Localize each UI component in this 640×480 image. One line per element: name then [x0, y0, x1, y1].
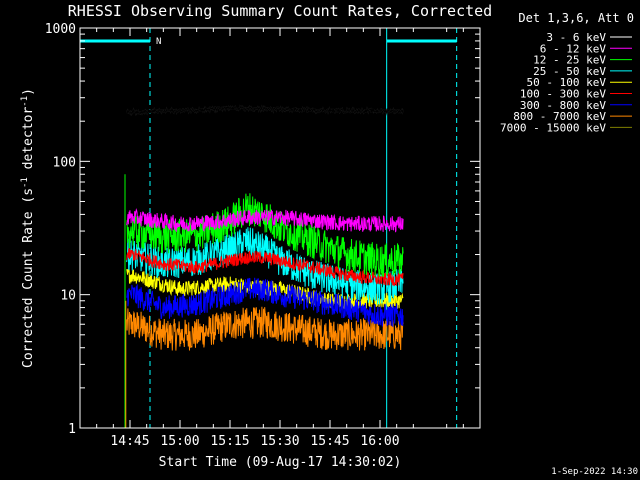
legend-header: Det 1,3,6, Att 0: [518, 11, 634, 25]
x-tick-label: 15:15: [210, 434, 249, 449]
x-tick-label: 15:30: [260, 434, 299, 449]
y-tick-label: 1: [68, 422, 76, 437]
night-marker: N: [156, 37, 161, 47]
date-stamp: 1-Sep-2022 14:30: [551, 467, 638, 477]
legend-entry-label: 7000 - 15000 keV: [500, 121, 606, 134]
chart-title: RHESSI Observing Summary Count Rates, Co…: [68, 2, 492, 20]
y-tick-label: 100: [53, 155, 76, 170]
x-tick-label: 15:00: [160, 434, 199, 449]
x-tick-label: 14:45: [110, 434, 149, 449]
x-tick-label: 15:45: [310, 434, 349, 449]
x-axis-label: Start Time (09-Aug-17 14:30:02): [159, 455, 402, 470]
y-axis-label: Corrected Count Rate (s-1 detector-1): [20, 88, 36, 368]
x-tick-label: 16:00: [360, 434, 399, 449]
y-tick-label: 1000: [45, 22, 76, 37]
y-tick-label: 10: [60, 289, 76, 304]
